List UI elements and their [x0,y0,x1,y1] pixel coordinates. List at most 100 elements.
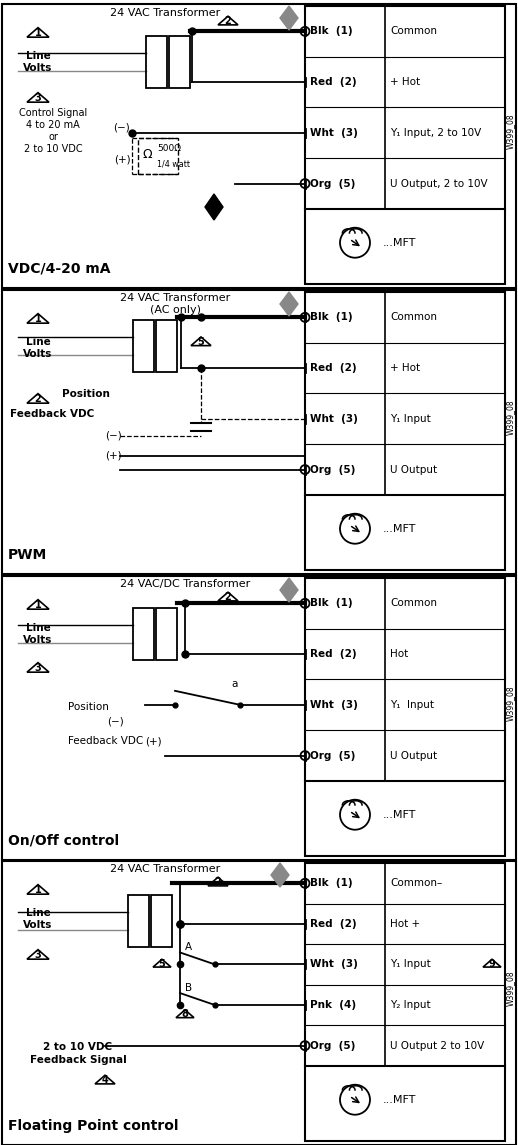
Text: 1: 1 [35,600,41,610]
Text: (−): (−) [105,431,121,441]
Text: Red  (2): Red (2) [310,649,356,660]
Text: Control Signal: Control Signal [19,108,87,118]
Text: Red  (2): Red (2) [310,919,356,929]
Bar [305,292,505,570]
Text: Org  (5): Org (5) [310,465,355,474]
Text: PWM: PWM [8,548,47,562]
Text: W399_08: W399_08 [506,685,514,720]
Text: or: or [48,132,58,142]
Bar [2,861,516,1145]
Polygon shape [280,292,298,316]
Text: ...MFT: ...MFT [383,810,416,820]
Text: Red  (2): Red (2) [310,363,356,373]
Text: Pnk  (4): Pnk (4) [310,1000,356,1010]
Text: W399_08: W399_08 [506,970,514,1005]
Text: 500Ω: 500Ω [157,143,181,152]
Text: Common: Common [390,599,437,608]
Text: Red  (2): Red (2) [310,77,356,87]
Text: Ω: Ω [142,149,152,161]
Polygon shape [280,578,298,602]
Text: B: B [185,984,192,993]
Text: Wht  (3): Wht (3) [310,128,358,137]
Text: a: a [232,679,238,689]
Text: 1: 1 [35,885,41,895]
Text: (−): (−) [107,717,123,727]
Text: ...MFT: ...MFT [383,238,416,247]
Text: 9: 9 [488,958,495,969]
Text: 5: 5 [159,958,165,969]
Text: 8: 8 [182,1009,189,1019]
Text: Feedback VDC: Feedback VDC [10,409,94,419]
Text: Line: Line [25,337,50,347]
Text: (+): (+) [105,451,121,461]
Text: Org  (5): Org (5) [310,179,355,189]
Bar [305,578,505,856]
Text: Volts: Volts [23,919,53,930]
Text: Y₁ Input: Y₁ Input [390,413,431,424]
Text: Wht  (3): Wht (3) [310,413,358,424]
Text: 1: 1 [35,27,41,38]
Text: Y₁ Input: Y₁ Input [390,960,431,970]
Text: On/Off control: On/Off control [8,834,119,848]
Text: Volts: Volts [23,349,53,360]
Bar [305,6,505,284]
Text: (+): (+) [145,736,162,747]
Text: Hot: Hot [390,649,408,660]
Text: Wht  (3): Wht (3) [310,960,358,970]
Text: 4 to 20 mA: 4 to 20 mA [26,120,80,131]
Text: U Output 2 to 10V: U Output 2 to 10V [390,1041,484,1051]
Text: 1: 1 [35,314,41,324]
Bar [151,895,172,947]
Text: W399_08: W399_08 [506,398,514,434]
Bar [2,290,516,574]
Text: Line: Line [25,908,50,918]
Text: 2: 2 [35,394,41,404]
Text: Floating Point control: Floating Point control [8,1119,179,1134]
Bar [2,3,516,289]
Text: Volts: Volts [23,635,53,645]
Text: Hot +: Hot + [390,919,420,929]
Polygon shape [271,863,289,887]
Bar [138,139,178,174]
Text: 5: 5 [198,337,205,347]
Text: Blk  (1): Blk (1) [310,599,353,608]
Text: Blk  (1): Blk (1) [310,26,353,37]
Bar [133,608,154,660]
Text: 1/4 watt: 1/4 watt [157,159,190,168]
Text: Y₁ Input, 2 to 10V: Y₁ Input, 2 to 10V [390,128,481,137]
Text: 24 VAC Transformer: 24 VAC Transformer [110,864,220,874]
Text: Position: Position [68,702,109,712]
Text: Feedback Signal: Feedback Signal [30,1055,126,1065]
Text: Position: Position [62,389,110,398]
Text: A: A [185,942,192,953]
Text: U Output: U Output [390,751,437,760]
Text: + Hot: + Hot [390,77,420,87]
Polygon shape [205,194,223,220]
Text: 24 VAC Transformer: 24 VAC Transformer [120,293,230,303]
Text: Feedback VDC: Feedback VDC [68,736,143,747]
Text: U Output: U Output [390,465,437,474]
Text: 4: 4 [102,1075,108,1085]
Polygon shape [280,6,298,30]
Text: Line: Line [25,623,50,633]
Text: U Output, 2 to 10V: U Output, 2 to 10V [390,179,487,189]
Text: 2 to 10 VDC: 2 to 10 VDC [44,1042,112,1052]
Text: ...MFT: ...MFT [383,523,416,534]
Text: Common: Common [390,26,437,37]
Bar [156,608,177,660]
Text: Blk  (1): Blk (1) [310,878,353,889]
Text: Volts: Volts [23,63,53,73]
Text: Org  (5): Org (5) [310,1041,355,1051]
Text: 3: 3 [35,663,41,673]
Bar [305,863,505,1142]
Text: + Hot: + Hot [390,363,420,373]
Text: Line: Line [25,52,50,61]
Text: 24 VAC Transformer: 24 VAC Transformer [110,8,220,18]
Text: 3: 3 [35,93,41,103]
Text: (−): (−) [113,123,131,132]
Text: Common: Common [390,313,437,323]
Text: (AC only): (AC only) [150,305,200,315]
Text: Org  (5): Org (5) [310,751,355,760]
Text: Blk  (1): Blk (1) [310,313,353,323]
Text: (+): (+) [113,153,131,164]
